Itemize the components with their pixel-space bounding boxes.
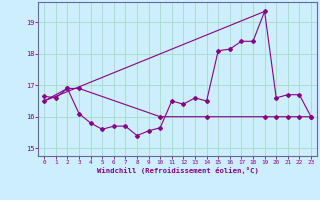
X-axis label: Windchill (Refroidissement éolien,°C): Windchill (Refroidissement éolien,°C) bbox=[97, 167, 259, 174]
